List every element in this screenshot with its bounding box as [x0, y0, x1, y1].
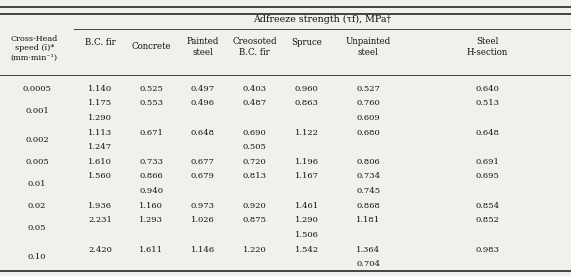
Text: 1.290: 1.290 — [88, 114, 112, 122]
Text: 1.506: 1.506 — [295, 231, 319, 239]
Text: 1.611: 1.611 — [139, 246, 163, 254]
Text: 0.973: 0.973 — [191, 202, 215, 210]
Text: 0.875: 0.875 — [243, 216, 267, 224]
Text: 0.01: 0.01 — [28, 180, 46, 188]
Text: 0.733: 0.733 — [139, 158, 163, 166]
Text: 1.140: 1.140 — [88, 85, 112, 93]
Text: 0.866: 0.866 — [139, 172, 163, 181]
Text: 0.940: 0.940 — [139, 187, 163, 195]
Text: 1.542: 1.542 — [295, 246, 319, 254]
Text: 0.002: 0.002 — [25, 136, 49, 144]
Text: 1.167: 1.167 — [295, 172, 319, 181]
Text: 0.868: 0.868 — [356, 202, 380, 210]
Text: 0.854: 0.854 — [476, 202, 500, 210]
Text: 0.496: 0.496 — [191, 99, 215, 107]
Text: 0.640: 0.640 — [476, 85, 500, 93]
Text: Steel
H-section: Steel H-section — [467, 37, 508, 57]
Text: 0.806: 0.806 — [356, 158, 380, 166]
Text: 0.852: 0.852 — [476, 216, 500, 224]
Text: 1.936: 1.936 — [88, 202, 112, 210]
Text: 0.513: 0.513 — [476, 99, 500, 107]
Text: 1.175: 1.175 — [88, 99, 112, 107]
Text: 1.160: 1.160 — [139, 202, 163, 210]
Text: 0.0005: 0.0005 — [23, 85, 51, 93]
Text: 0.001: 0.001 — [25, 107, 49, 115]
Text: 0.403: 0.403 — [243, 85, 267, 93]
Text: 0.10: 0.10 — [28, 253, 46, 261]
Text: Painted
steel: Painted steel — [187, 37, 219, 57]
Text: 0.609: 0.609 — [356, 114, 380, 122]
Text: 1.026: 1.026 — [191, 216, 215, 224]
Text: 0.05: 0.05 — [28, 224, 46, 232]
Text: 1.113: 1.113 — [88, 129, 112, 137]
Text: 1.181: 1.181 — [356, 216, 380, 224]
Text: Spruce: Spruce — [291, 38, 322, 47]
Text: 2.420: 2.420 — [88, 246, 112, 254]
Text: Cross-Head
speed (ī)*
(mm·min⁻¹): Cross-Head speed (ī)* (mm·min⁻¹) — [11, 35, 58, 62]
Text: 0.005: 0.005 — [25, 158, 49, 166]
Text: 0.983: 0.983 — [476, 246, 500, 254]
Text: 1.560: 1.560 — [88, 172, 112, 181]
Text: 0.02: 0.02 — [28, 202, 46, 210]
Text: 0.760: 0.760 — [356, 99, 380, 107]
Text: 1.196: 1.196 — [295, 158, 319, 166]
Text: 1.364: 1.364 — [356, 246, 380, 254]
Text: 0.920: 0.920 — [243, 202, 267, 210]
Text: 0.671: 0.671 — [139, 129, 163, 137]
Text: Creosoted
B.C. fir: Creosoted B.C. fir — [232, 37, 277, 57]
Text: 0.487: 0.487 — [243, 99, 267, 107]
Text: 1.290: 1.290 — [295, 216, 319, 224]
Text: 0.677: 0.677 — [191, 158, 215, 166]
Text: 0.527: 0.527 — [356, 85, 380, 93]
Text: 1.146: 1.146 — [191, 246, 215, 254]
Text: 1.247: 1.247 — [88, 143, 112, 151]
Text: 0.704: 0.704 — [356, 260, 380, 268]
Text: Concrete: Concrete — [131, 43, 171, 51]
Text: 0.680: 0.680 — [356, 129, 380, 137]
Text: 1.220: 1.220 — [243, 246, 267, 254]
Text: 0.863: 0.863 — [295, 99, 319, 107]
Text: 0.960: 0.960 — [295, 85, 319, 93]
Text: 1.461: 1.461 — [295, 202, 319, 210]
Text: Unpainted
steel: Unpainted steel — [345, 37, 391, 57]
Text: 1.610: 1.610 — [88, 158, 112, 166]
Text: B.C. fir: B.C. fir — [85, 38, 115, 47]
Text: 0.505: 0.505 — [243, 143, 267, 151]
Text: 0.691: 0.691 — [476, 158, 500, 166]
Text: 0.648: 0.648 — [476, 129, 500, 137]
Text: 0.813: 0.813 — [243, 172, 267, 181]
Text: Adfreeze strength (τf), MPa†: Adfreeze strength (τf), MPa† — [254, 15, 392, 24]
Text: 0.648: 0.648 — [191, 129, 215, 137]
Text: 0.695: 0.695 — [476, 172, 500, 181]
Text: 0.497: 0.497 — [191, 85, 215, 93]
Text: 0.720: 0.720 — [243, 158, 267, 166]
Text: 0.553: 0.553 — [139, 99, 163, 107]
Text: 1.122: 1.122 — [295, 129, 319, 137]
Text: 0.525: 0.525 — [139, 85, 163, 93]
Text: 0.734: 0.734 — [356, 172, 380, 181]
Text: 1.293: 1.293 — [139, 216, 163, 224]
Text: 0.679: 0.679 — [191, 172, 215, 181]
Text: 2.231: 2.231 — [88, 216, 112, 224]
Text: 0.745: 0.745 — [356, 187, 380, 195]
Text: 0.690: 0.690 — [243, 129, 267, 137]
